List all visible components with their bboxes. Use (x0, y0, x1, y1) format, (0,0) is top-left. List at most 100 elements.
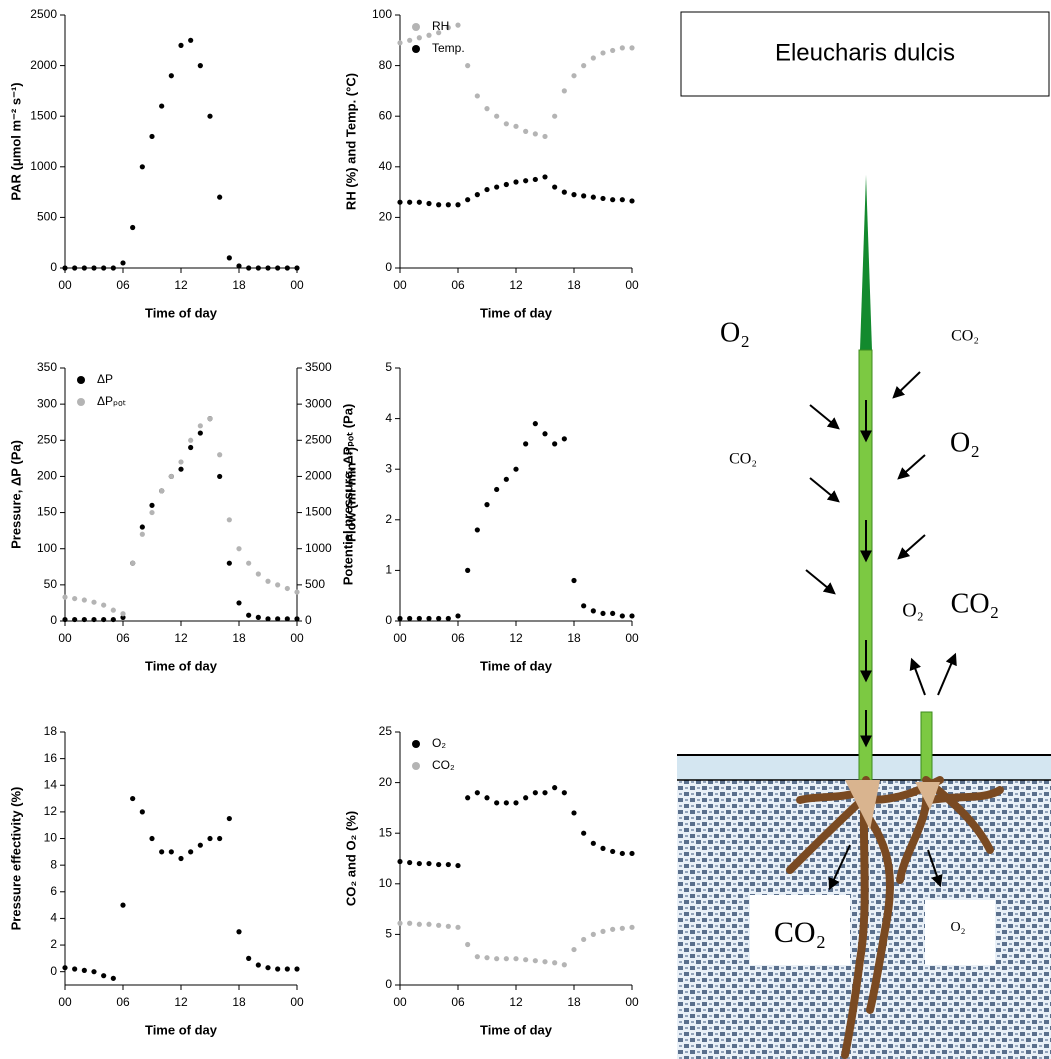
data-point (284, 616, 290, 622)
data-point (236, 929, 242, 935)
x-tick-label: 06 (116, 995, 130, 1009)
y-tick-label: 16 (44, 751, 58, 765)
data-point (523, 795, 529, 801)
y-tick-label: 80 (379, 58, 393, 72)
data-point (294, 966, 300, 972)
y-tick-label: 2 (385, 512, 392, 526)
data-point (590, 608, 596, 614)
data-point (561, 790, 567, 796)
data-point (159, 488, 165, 494)
diagram-title: Eleucharis dulcis (775, 39, 955, 66)
data-point (110, 607, 116, 613)
data-point (130, 224, 136, 231)
data-point (571, 577, 577, 584)
data-point (503, 476, 509, 482)
data-point (532, 958, 538, 964)
data-point (188, 437, 194, 443)
x-tick-label: 12 (174, 631, 188, 645)
data-point (426, 32, 432, 38)
y-tick-label: 12 (44, 804, 58, 818)
x-tick-label: 00 (393, 995, 407, 1009)
y-tick-label: 20 (379, 210, 393, 224)
data-point (465, 197, 471, 203)
y-tick-label: 5 (385, 360, 392, 374)
data-point (416, 921, 422, 927)
data-point (445, 615, 451, 622)
y-tick-label: 350 (37, 360, 57, 374)
data-point (149, 509, 155, 516)
data-point (188, 37, 194, 43)
y-tick-label: 0 (385, 977, 392, 991)
data-point (484, 106, 490, 112)
data-point (561, 189, 567, 195)
data-point (149, 502, 155, 508)
x-tick-label: 12 (174, 995, 188, 1009)
x-tick-label: 00 (58, 278, 72, 292)
legend-label: ΔPₚₒₜ (97, 394, 126, 408)
y-axis-title: Pressure effectivity (%) (8, 787, 23, 931)
x-tick-label: 00 (393, 631, 407, 645)
data-point (474, 192, 480, 198)
data-point (436, 922, 442, 928)
data-point (407, 199, 413, 205)
y-tick-label: 300 (37, 396, 57, 410)
data-point (532, 131, 538, 137)
y-tick-label: 0 (50, 964, 57, 978)
data-point (246, 612, 252, 618)
stem-small (920, 711, 933, 781)
data-point (130, 795, 136, 802)
data-point (72, 265, 78, 271)
data-point (217, 835, 223, 842)
data-point (484, 955, 490, 961)
legend-label: CO₂ (432, 758, 455, 772)
title-box (680, 11, 1050, 97)
data-point (207, 835, 213, 842)
data-point (217, 452, 223, 458)
y-tick-label: 5 (385, 927, 392, 941)
y-tick-label: 1500 (30, 108, 57, 122)
data-point (407, 920, 413, 926)
data-point (188, 444, 194, 451)
y-tick-label: 4 (50, 911, 57, 925)
data-point (552, 113, 558, 119)
x-tick-label: 12 (174, 278, 188, 292)
data-point (619, 197, 625, 203)
data-point (120, 614, 126, 620)
y-tick-label: 40 (379, 159, 393, 173)
y-tick-label: 10 (44, 831, 58, 845)
data-point (407, 615, 413, 622)
data-point (600, 610, 606, 617)
data-point (416, 615, 422, 622)
y-axis-title: RH (%) and Temp. (°C) (343, 73, 358, 210)
data-point (552, 785, 558, 791)
gas-label: CO₂ (951, 328, 979, 345)
data-point (542, 431, 548, 437)
legend-label: O₂ (432, 736, 446, 750)
x-axis-title: Time of day (145, 1022, 218, 1037)
y-tick-label: 200 (37, 469, 57, 483)
y-tick-label: 0 (385, 613, 392, 627)
x-tick-label: 18 (232, 995, 246, 1009)
data-point (600, 845, 606, 851)
data-point (436, 861, 442, 868)
data-point (284, 265, 290, 271)
data-point (62, 594, 68, 600)
data-point (571, 73, 577, 79)
x-tick-label: 00 (625, 278, 639, 292)
data-point (484, 186, 490, 193)
data-point (139, 531, 145, 537)
legend-marker (77, 398, 85, 406)
data-point (236, 546, 242, 552)
data-point (619, 925, 625, 931)
data-point (178, 855, 184, 862)
y-tick-label: 3 (385, 461, 392, 475)
data-point (474, 790, 480, 796)
data-point (397, 858, 403, 865)
x-tick-label: 18 (567, 631, 581, 645)
y-tick-label: 15 (379, 825, 393, 839)
data-point (494, 800, 500, 806)
data-point (629, 924, 635, 930)
data-point (197, 430, 203, 436)
data-point (130, 560, 136, 566)
